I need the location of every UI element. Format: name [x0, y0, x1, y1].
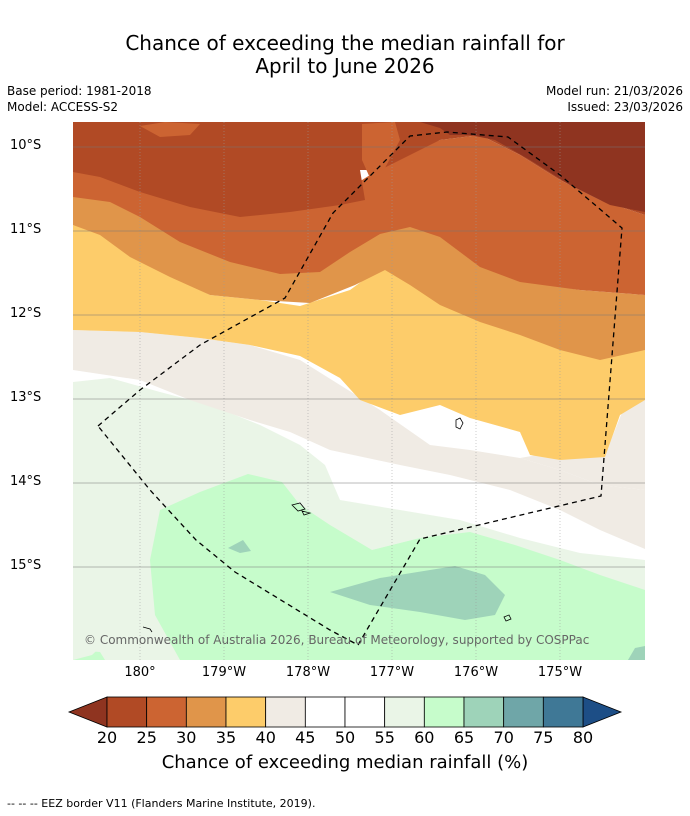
colorbar-cell: [146, 696, 187, 728]
lat-label: 14°S: [10, 474, 42, 489]
colorbar-cell: [265, 696, 306, 728]
reef-outline: [142, 626, 153, 633]
lon-label: 175°W: [537, 665, 583, 680]
colorbar-tick: 80: [572, 728, 594, 747]
colorbar-tick: 45: [295, 728, 316, 747]
colorbar-tick: 75: [533, 728, 554, 747]
colorbar-cell: [384, 696, 425, 728]
zone-35-40: [73, 225, 645, 460]
colorbar-tick: 55: [374, 728, 395, 747]
zone-65-70: [330, 566, 505, 620]
colorbar-tick: 65: [453, 728, 475, 747]
colorbar: [67, 696, 623, 728]
island-outline: [455, 417, 464, 430]
lon-label: 177°W: [369, 665, 415, 680]
lat-label: 13°S: [10, 390, 42, 405]
issued-date: Issued: 23/03/2026: [567, 100, 683, 114]
colorbar-cell: [423, 696, 465, 728]
latitude-lines: [73, 146, 645, 568]
copyright-notice: © Commonwealth of Australia 2026, Bureau…: [84, 633, 590, 647]
zone-65-70-small: [228, 540, 251, 553]
colorbar-cell: [185, 696, 227, 728]
colorbar-tick: 60: [414, 728, 435, 747]
zone-55-60-west: [73, 492, 122, 660]
colorbar-tick: 25: [136, 728, 157, 747]
colorbar-cell: [542, 696, 584, 728]
lon-label: 178°W: [285, 665, 331, 680]
colorbar-cell: [344, 696, 386, 728]
reef-outline: [291, 502, 312, 516]
colorbar-cell: [463, 696, 505, 728]
zone-40-45: [73, 258, 645, 549]
reef-outline: [503, 614, 512, 622]
colorbar-tick: 35: [215, 728, 237, 747]
chart-title-line1: Chance of exceeding the median rainfall …: [125, 31, 565, 55]
base-period: Base period: 1981-2018: [7, 84, 152, 98]
colorbar-tick: 70: [493, 728, 514, 747]
zone-65-70-corner: [628, 646, 645, 660]
lat-label: 11°S: [10, 222, 42, 237]
colorbar-over-arrow: [582, 696, 623, 728]
colorbar-tick: 20: [96, 728, 118, 747]
lat-label: 10°S: [10, 138, 42, 153]
colorbar-cell: [106, 696, 148, 728]
lon-label: 180°: [124, 665, 156, 680]
lon-label: 179°W: [201, 665, 247, 680]
colorbar-under-arrow: [67, 696, 108, 728]
zone-40-45-east: [520, 398, 645, 490]
colorbar-cell: [225, 696, 267, 728]
colorbar-tick: 30: [176, 728, 197, 747]
eez-legend-note: -- -- -- EEZ border V11 (Flanders Marine…: [7, 797, 316, 810]
model-name: Model: ACCESS-S2: [7, 100, 119, 114]
chart-title-line2: April to June 2026: [255, 54, 435, 78]
zone-25-30-north: [140, 122, 200, 137]
lon-label: 176°W: [453, 665, 499, 680]
colorbar-label: Chance of exceeding median rainfall (%): [161, 752, 529, 773]
lat-label: 12°S: [10, 306, 42, 321]
zone-25-30-central: [362, 122, 400, 178]
zone-30-35: [73, 195, 645, 360]
colorbar-tick: 40: [255, 728, 276, 747]
zone-20-25: [73, 122, 645, 217]
zone-under-20: [420, 122, 645, 212]
zone-25-30: [73, 135, 645, 295]
eez-border: [97, 131, 623, 646]
colorbar-tick: 50: [334, 728, 356, 747]
colorbar-cell: [503, 696, 544, 728]
colorbar-cell: [304, 696, 346, 728]
model-run: Model run: 21/03/2026: [545, 84, 683, 98]
lat-label: 15°S: [10, 558, 42, 573]
